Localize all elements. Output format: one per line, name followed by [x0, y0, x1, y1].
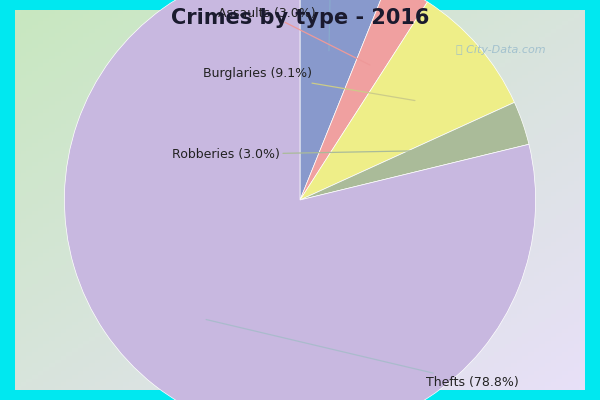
Text: Burglaries (9.1%): Burglaries (9.1%)	[203, 67, 415, 100]
Wedge shape	[300, 102, 529, 200]
Wedge shape	[300, 0, 427, 200]
Text: Auto thefts (6.1%): Auto thefts (6.1%)	[273, 0, 388, 51]
Text: Robberies (3.0%): Robberies (3.0%)	[172, 148, 443, 161]
Wedge shape	[64, 0, 536, 400]
Text: Thefts (78.8%): Thefts (78.8%)	[206, 320, 519, 389]
Text: ⓘ City-Data.com: ⓘ City-Data.com	[456, 45, 545, 55]
Text: Assaults (3.0%): Assaults (3.0%)	[218, 6, 370, 65]
Wedge shape	[300, 0, 388, 200]
Text: Crimes by type - 2016: Crimes by type - 2016	[171, 8, 429, 28]
Wedge shape	[300, 2, 514, 200]
